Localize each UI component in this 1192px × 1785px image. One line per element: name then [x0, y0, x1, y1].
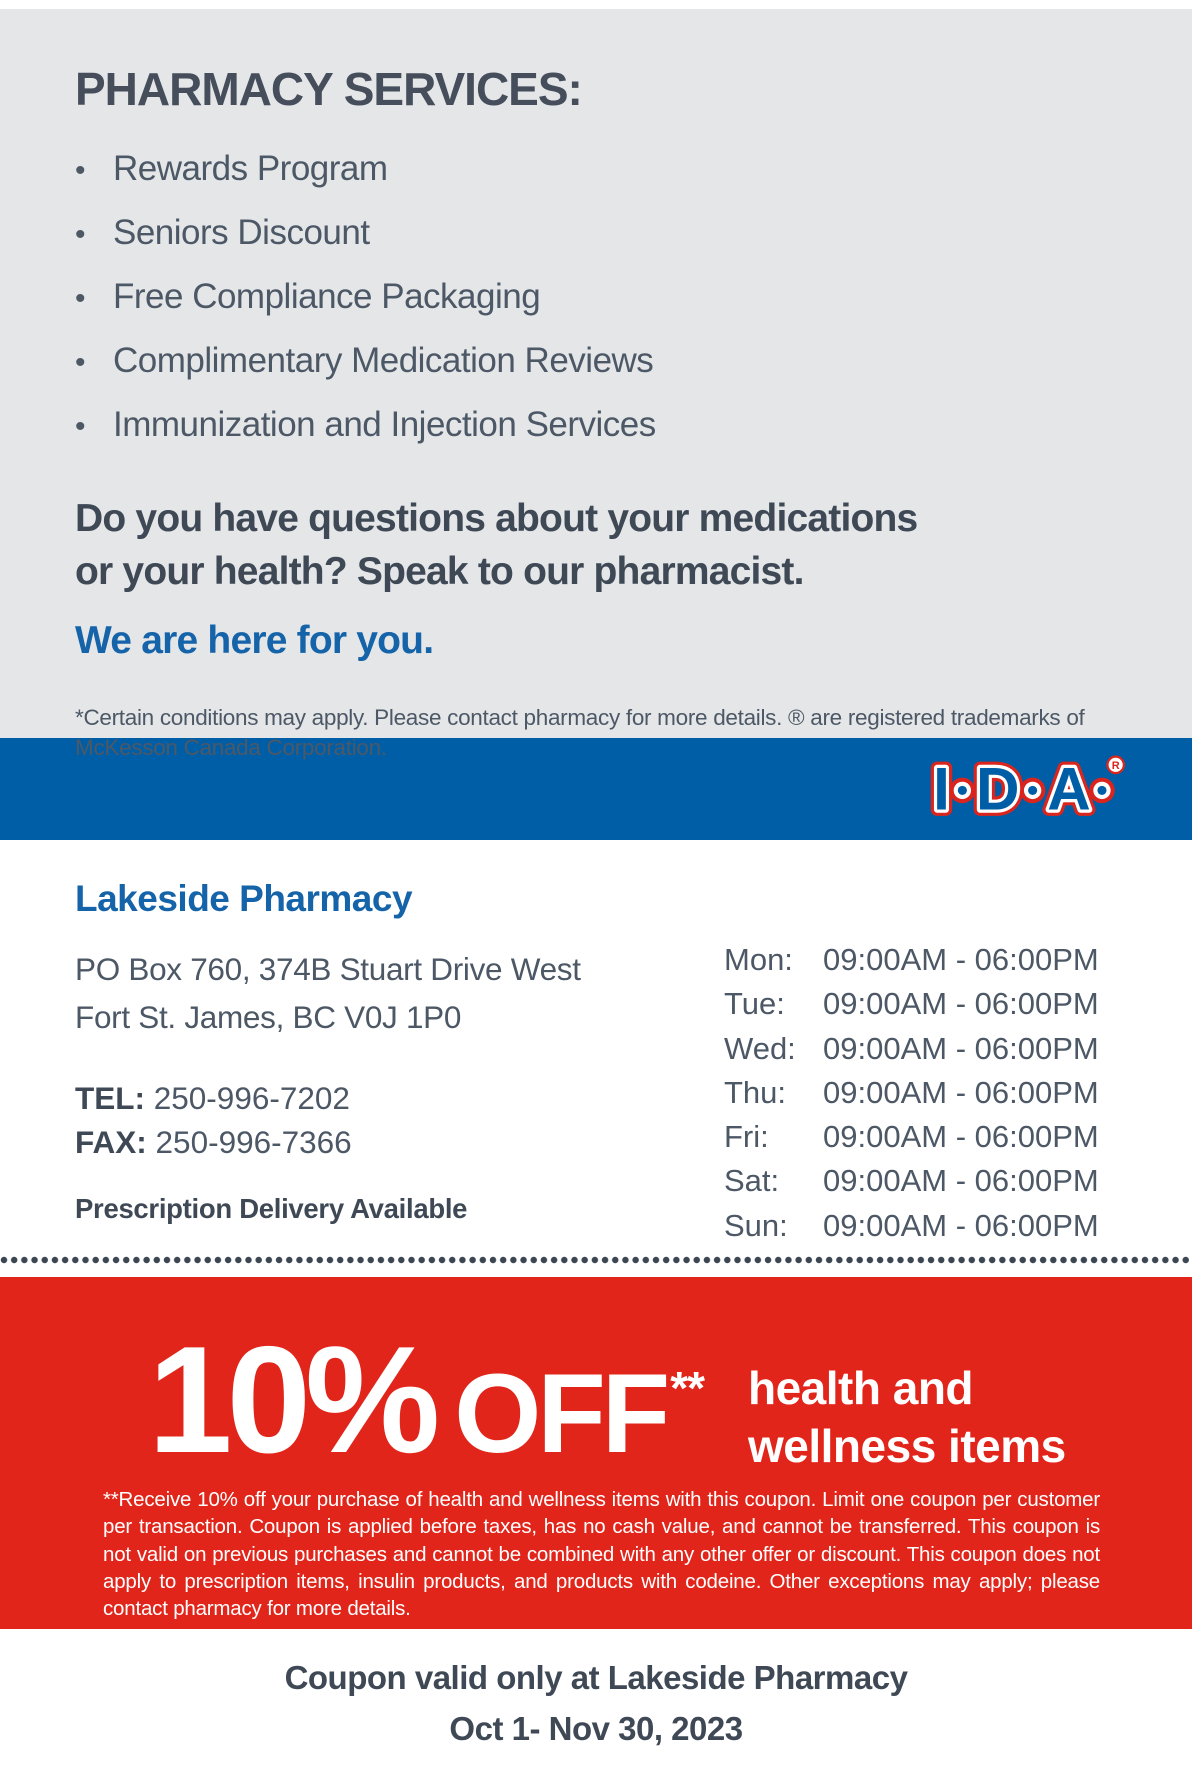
delivery-note: Prescription Delivery Available	[75, 1193, 468, 1225]
hours-time: 09:00AM - 06:00PM	[823, 1119, 1099, 1155]
services-section: PHARMACY SERVICES: • Rewards Program • Sen…	[0, 9, 1192, 760]
brand-band: I D A I D A I D A	[0, 738, 1192, 840]
tel-line: TEL: 250-996-7202	[75, 1076, 581, 1121]
logo-letter-d-outline: D	[976, 754, 1020, 822]
hours-row: Sat: 09:00AM - 06:00PM	[724, 1163, 1099, 1207]
bullet-icon: •	[75, 410, 86, 443]
list-item: • Complimentary Medication Reviews	[75, 340, 1122, 382]
coupon-headline: 10% OFF ** health and wellness items	[148, 1324, 1192, 1476]
logo-dot	[1097, 785, 1107, 795]
store-hours: Mon: 09:00AM - 06:00PM Tue: 09:00AM - 06:0…	[724, 942, 1099, 1252]
contact-section: Lakeside Pharmacy PO Box 760, 374B Stuar…	[0, 840, 1192, 1277]
service-label: Free Compliance Packaging	[113, 277, 541, 316]
bullet-icon: •	[75, 154, 86, 187]
logo-letter-a: A	[1047, 754, 1091, 822]
logo-dot	[1028, 785, 1038, 795]
hours-day: Tue:	[724, 986, 785, 1022]
coupon-section: 10% OFF ** health and wellness items **R…	[0, 1277, 1192, 1629]
validity-dates: Oct 1- Nov 30, 2023	[449, 1710, 743, 1747]
hours-day: Sun:	[724, 1207, 788, 1243]
hours-row: Mon: 09:00AM - 06:00PM	[724, 942, 1099, 986]
hours-day: Fri:	[724, 1119, 769, 1155]
pharmacy-name: Lakeside Pharmacy	[75, 878, 413, 919]
dotted-divider	[0, 1256, 1192, 1264]
hours-time: 09:00AM - 06:00PM	[823, 986, 1099, 1022]
registered-mark: R	[1112, 759, 1120, 771]
hours-time: 09:00AM - 06:00PM	[823, 1030, 1099, 1066]
service-label: Rewards Program	[113, 149, 388, 188]
logo-letter-a-inline: A	[1047, 754, 1091, 822]
hours-row: Tue: 09:00AM - 06:00PM	[724, 986, 1099, 1030]
hours-day: Wed:	[724, 1030, 796, 1066]
phone-numbers: TEL: 250-996-7202 FAX: 250-996-7366	[75, 1076, 581, 1165]
service-label: Seniors Discount	[113, 213, 370, 252]
validity-section: Coupon valid only at Lakeside Pharmacy O…	[0, 1629, 1192, 1748]
hours-time: 09:00AM - 06:00PM	[823, 1207, 1099, 1243]
hours-day: Mon:	[724, 942, 793, 977]
list-item: • Seniors Discount	[75, 212, 1122, 254]
coupon-item-line2: wellness items	[748, 1419, 1066, 1472]
list-item: • Free Compliance Packaging	[75, 276, 1122, 318]
coupon-item-category: health and wellness items	[748, 1360, 1066, 1475]
fax-line: FAX: 250-996-7366	[75, 1120, 581, 1165]
hours-row: Fri: 09:00AM - 06:00PM	[724, 1119, 1099, 1163]
hours-day: Thu:	[724, 1074, 787, 1110]
question-line1: Do you have questions about your medicat…	[75, 497, 918, 540]
service-label: Immunization and Injection Services	[113, 405, 656, 444]
coupon-item-line1: health and	[748, 1362, 974, 1414]
logo-letter-d-inline: D	[976, 754, 1020, 822]
hours-row: Sun: 09:00AM - 06:00PM	[724, 1208, 1099, 1252]
pharmacy-address: PO Box 760, 374B Stuart Drive West Fort …	[75, 946, 581, 1042]
question-line2: or your health? Speak to our pharmacist.	[75, 550, 804, 594]
bullet-icon: •	[75, 346, 86, 379]
question-text: Do you have questions about your medicat…	[75, 492, 1122, 599]
hours-time: 09:00AM - 06:00PM	[823, 1163, 1099, 1199]
coupon-off-word: OFF	[454, 1351, 670, 1476]
tel-label: TEL:	[75, 1079, 145, 1116]
address-line2: Fort St. James, BC V0J 1P0	[75, 998, 462, 1035]
top-margin	[0, 0, 1192, 9]
logo-letter-a-outline: A	[1047, 754, 1091, 822]
bullet-icon: •	[75, 218, 86, 251]
fax-label: FAX:	[75, 1124, 147, 1161]
list-item: • Rewards Program	[75, 148, 1122, 190]
list-item: • Immunization and Injection Services	[75, 404, 1122, 446]
hours-time: 09:00AM - 06:00PM	[823, 942, 1099, 977]
coupon-fine-print: **Receive 10% off your purchase of healt…	[103, 1488, 1100, 1620]
logo-letter-i-inline: I	[933, 754, 950, 822]
validity-location: Coupon valid only at Lakeside Pharmacy	[284, 1659, 908, 1696]
coupon-asterisks: **	[670, 1362, 705, 1414]
logo-letter-i: I	[933, 754, 950, 822]
coupon-percent: 10%	[148, 1315, 440, 1485]
tagline: We are here for you.	[75, 618, 434, 662]
services-list: • Rewards Program • Seniors Discount • Free…	[75, 148, 1122, 446]
bullet-icon: •	[75, 282, 86, 315]
hours-row: Wed: 09:00AM - 06:00PM	[724, 1031, 1099, 1075]
fax-number: 250-996-7366	[155, 1124, 352, 1161]
trademark-disclaimer: *Certain conditions may apply. Please co…	[75, 704, 1085, 761]
address-line1: PO Box 760, 374B Stuart Drive West	[75, 951, 581, 987]
ida-logo: I D A I D A I D A	[927, 753, 1126, 826]
service-label: Complimentary Medication Reviews	[113, 341, 654, 380]
logo-letter-d: D	[976, 754, 1020, 822]
logo-dot	[957, 785, 967, 795]
hours-day: Sat:	[724, 1163, 780, 1199]
hours-time: 09:00AM - 06:00PM	[823, 1074, 1099, 1110]
hours-row: Thu: 09:00AM - 06:00PM	[724, 1075, 1099, 1119]
contact-column: Lakeside Pharmacy PO Box 760, 374B Stuar…	[75, 878, 581, 1225]
services-heading: PHARMACY SERVICES:	[75, 63, 583, 115]
registered-mark-circle	[1106, 755, 1126, 774]
tel-number: 250-996-7202	[153, 1079, 350, 1116]
